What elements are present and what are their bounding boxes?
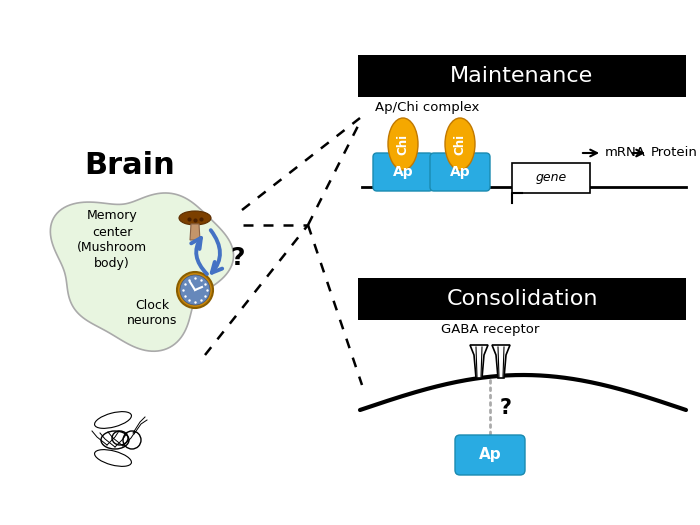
Text: Chi: Chi: [396, 133, 410, 154]
Ellipse shape: [388, 118, 418, 170]
Text: Memory
center
(Mushroom
body): Memory center (Mushroom body): [77, 209, 147, 270]
Text: Chi: Chi: [454, 133, 466, 154]
Circle shape: [180, 275, 210, 305]
Polygon shape: [476, 346, 482, 376]
Ellipse shape: [445, 118, 475, 170]
Text: Protein: Protein: [651, 146, 698, 160]
Polygon shape: [470, 345, 488, 378]
Text: mRNA: mRNA: [605, 146, 646, 160]
FancyBboxPatch shape: [455, 435, 525, 475]
Text: ?: ?: [500, 398, 512, 418]
Bar: [512, 163, 590, 193]
Polygon shape: [50, 193, 234, 351]
Text: Ap: Ap: [393, 165, 413, 179]
Text: Brain: Brain: [85, 151, 176, 180]
Polygon shape: [190, 224, 200, 240]
Circle shape: [177, 272, 213, 308]
Text: Consolidation: Consolidation: [447, 289, 598, 309]
Text: GABA receptor: GABA receptor: [441, 323, 539, 337]
Text: Ap: Ap: [479, 447, 501, 463]
FancyBboxPatch shape: [373, 153, 433, 191]
Ellipse shape: [179, 211, 211, 225]
Polygon shape: [492, 345, 510, 378]
Text: Clock
neurons: Clock neurons: [127, 299, 177, 327]
Text: ?: ?: [230, 246, 244, 270]
Text: Ap/Chi complex: Ap/Chi complex: [375, 101, 480, 114]
Bar: [358, 55, 686, 97]
FancyBboxPatch shape: [430, 153, 490, 191]
Polygon shape: [498, 346, 504, 376]
Text: gene: gene: [536, 172, 566, 184]
Bar: [358, 278, 686, 320]
Text: Maintenance: Maintenance: [450, 66, 594, 86]
Text: Ap: Ap: [449, 165, 470, 179]
